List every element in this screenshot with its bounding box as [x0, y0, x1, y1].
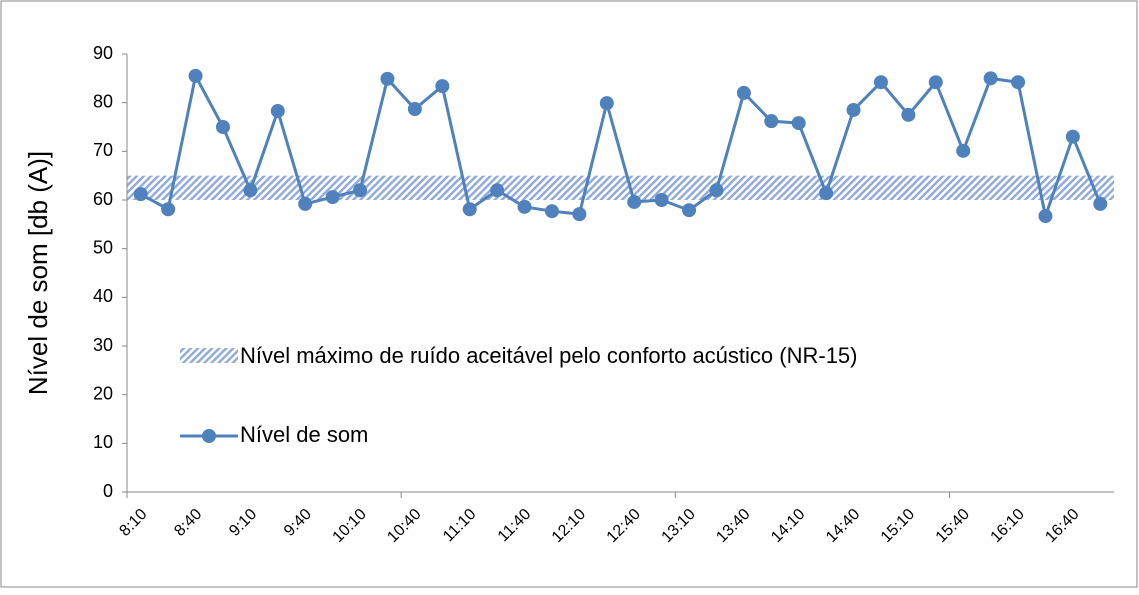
- legend-marker: [202, 429, 216, 443]
- marker: [435, 79, 450, 94]
- marker: [819, 186, 834, 201]
- marker: [380, 71, 395, 86]
- marker: [325, 190, 340, 205]
- marker: [215, 120, 230, 134]
- marker: [983, 71, 998, 86]
- marker: [353, 183, 368, 198]
- y-tick-label: 80: [93, 91, 113, 111]
- marker: [873, 75, 888, 90]
- y-tick-label: 20: [93, 383, 113, 403]
- marker: [462, 202, 477, 217]
- marker: [627, 194, 642, 209]
- y-tick-label: 40: [93, 286, 113, 306]
- marker: [1065, 129, 1080, 144]
- marker: [133, 187, 148, 202]
- legend-label: Nível de som: [240, 422, 368, 447]
- marker: [544, 204, 559, 219]
- marker: [956, 143, 971, 158]
- marker: [517, 199, 532, 214]
- y-tick-label: 60: [93, 189, 113, 209]
- marker: [846, 102, 861, 117]
- comfort-band: [127, 175, 1114, 200]
- y-tick-label: 70: [93, 140, 113, 160]
- marker: [161, 202, 176, 217]
- marker: [599, 96, 614, 111]
- marker: [490, 183, 505, 198]
- y-tick-label: 50: [93, 237, 113, 257]
- marker: [188, 68, 203, 83]
- marker: [901, 107, 916, 122]
- legend-band-swatch: [180, 348, 238, 363]
- marker: [1093, 196, 1108, 211]
- marker: [709, 183, 724, 198]
- y-axis-label: Nível de som [db (A)]: [23, 151, 53, 395]
- marker: [572, 207, 587, 222]
- marker: [682, 203, 697, 218]
- marker: [791, 116, 806, 131]
- marker: [243, 183, 258, 198]
- marker: [270, 103, 285, 118]
- marker: [654, 193, 669, 207]
- marker: [1011, 75, 1026, 90]
- legend-label: Nível máximo de ruído aceitável pelo con…: [240, 343, 858, 368]
- series-line: [139, 71, 1102, 222]
- marker: [1038, 209, 1053, 224]
- marker: [298, 196, 313, 211]
- y-tick-label: 30: [93, 335, 113, 355]
- marker: [407, 101, 422, 116]
- marker: [764, 114, 779, 129]
- marker: [736, 85, 751, 100]
- y-tick-label: 0: [103, 481, 113, 501]
- marker: [928, 75, 943, 90]
- y-tick-label: 90: [93, 43, 113, 63]
- y-tick-label: 10: [93, 432, 113, 452]
